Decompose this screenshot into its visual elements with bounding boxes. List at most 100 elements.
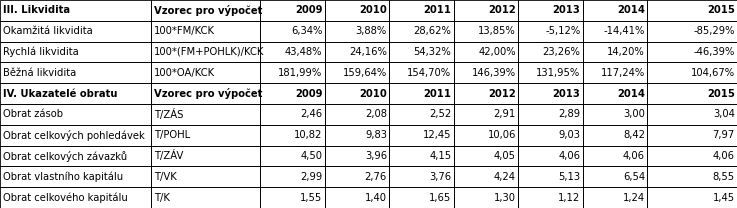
Text: Vzorec pro výpočet: Vzorec pro výpočet: [154, 88, 262, 99]
Bar: [518, 146, 582, 166]
Bar: [389, 21, 454, 42]
Bar: [324, 0, 389, 21]
Text: 3,88%: 3,88%: [356, 26, 387, 36]
Text: 2012: 2012: [488, 89, 516, 99]
Text: 2009: 2009: [295, 5, 322, 15]
Text: 23,26%: 23,26%: [542, 47, 581, 57]
Bar: [151, 187, 260, 208]
Text: 2,99: 2,99: [300, 172, 322, 182]
Bar: [324, 21, 389, 42]
Bar: [518, 166, 582, 187]
Text: 154,70%: 154,70%: [408, 68, 451, 78]
Text: 4,05: 4,05: [494, 151, 516, 161]
Text: IV. Ukazatelé obratu: IV. Ukazatelé obratu: [3, 89, 117, 99]
Bar: [582, 146, 647, 166]
Bar: [582, 62, 647, 83]
Bar: [389, 42, 454, 62]
Text: 2010: 2010: [359, 89, 387, 99]
Text: 14,20%: 14,20%: [607, 47, 645, 57]
Bar: [454, 166, 518, 187]
Bar: [518, 0, 582, 21]
Text: T/ZÁS: T/ZÁS: [154, 109, 184, 120]
Bar: [454, 187, 518, 208]
Text: 2011: 2011: [424, 89, 451, 99]
Bar: [324, 187, 389, 208]
Text: 9,03: 9,03: [559, 130, 581, 140]
Bar: [647, 62, 737, 83]
Bar: [389, 104, 454, 125]
Bar: [647, 166, 737, 187]
Bar: [389, 125, 454, 146]
Text: 1,40: 1,40: [365, 193, 387, 203]
Bar: [647, 83, 737, 104]
Bar: [389, 83, 454, 104]
Bar: [260, 146, 324, 166]
Bar: [151, 166, 260, 187]
Bar: [582, 166, 647, 187]
Bar: [518, 104, 582, 125]
Text: Obrat celkového kapitálu: Obrat celkového kapitálu: [3, 192, 128, 203]
Text: -5,12%: -5,12%: [545, 26, 581, 36]
Text: -46,39%: -46,39%: [694, 47, 735, 57]
Text: 8,42: 8,42: [623, 130, 645, 140]
Bar: [454, 42, 518, 62]
Text: 43,48%: 43,48%: [285, 47, 322, 57]
Bar: [0, 0, 737, 21]
Text: 100*(FM+POHLK)/KCK: 100*(FM+POHLK)/KCK: [154, 47, 265, 57]
Text: Obrat celkových pohledávek: Obrat celkových pohledávek: [3, 130, 144, 141]
Text: 4,15: 4,15: [429, 151, 451, 161]
Bar: [0, 125, 737, 146]
Text: 4,06: 4,06: [559, 151, 581, 161]
Text: T/POHL: T/POHL: [154, 130, 190, 140]
Bar: [518, 83, 582, 104]
Bar: [260, 0, 324, 21]
Text: 3,96: 3,96: [365, 151, 387, 161]
Bar: [647, 104, 737, 125]
Text: T/ZÁV: T/ZÁV: [154, 151, 184, 161]
Bar: [389, 62, 454, 83]
Bar: [0, 187, 737, 208]
Bar: [582, 125, 647, 146]
Bar: [324, 125, 389, 146]
Text: 2011: 2011: [424, 5, 451, 15]
Bar: [389, 187, 454, 208]
Text: 1,55: 1,55: [300, 193, 322, 203]
Text: 2,46: 2,46: [300, 109, 322, 119]
Bar: [518, 62, 582, 83]
Text: Obrat zásob: Obrat zásob: [3, 109, 63, 119]
Bar: [260, 187, 324, 208]
Text: 2,76: 2,76: [365, 172, 387, 182]
Text: 24,16%: 24,16%: [349, 47, 387, 57]
Text: 1,45: 1,45: [713, 193, 735, 203]
Bar: [0, 146, 151, 166]
Bar: [324, 104, 389, 125]
Bar: [0, 83, 151, 104]
Bar: [0, 62, 151, 83]
Bar: [151, 0, 260, 21]
Bar: [454, 125, 518, 146]
Text: 1,30: 1,30: [494, 193, 516, 203]
Bar: [324, 42, 389, 62]
Text: 12,45: 12,45: [423, 130, 451, 140]
Text: 2015: 2015: [707, 5, 735, 15]
Text: 181,99%: 181,99%: [278, 68, 322, 78]
Bar: [0, 166, 737, 187]
Text: 4,06: 4,06: [713, 151, 735, 161]
Bar: [151, 42, 260, 62]
Text: 2,89: 2,89: [558, 109, 581, 119]
Text: -85,29%: -85,29%: [694, 26, 735, 36]
Bar: [647, 125, 737, 146]
Text: 1,65: 1,65: [429, 193, 451, 203]
Text: 42,00%: 42,00%: [478, 47, 516, 57]
Bar: [0, 0, 151, 21]
Bar: [0, 166, 151, 187]
Text: Obrat vlastního kapitálu: Obrat vlastního kapitálu: [3, 172, 123, 182]
Bar: [151, 83, 260, 104]
Text: 8,55: 8,55: [713, 172, 735, 182]
Bar: [389, 166, 454, 187]
Text: Obrat celkových závazků: Obrat celkových závazků: [3, 151, 127, 161]
Bar: [260, 21, 324, 42]
Bar: [454, 146, 518, 166]
Bar: [260, 104, 324, 125]
Text: 5,13: 5,13: [558, 172, 581, 182]
